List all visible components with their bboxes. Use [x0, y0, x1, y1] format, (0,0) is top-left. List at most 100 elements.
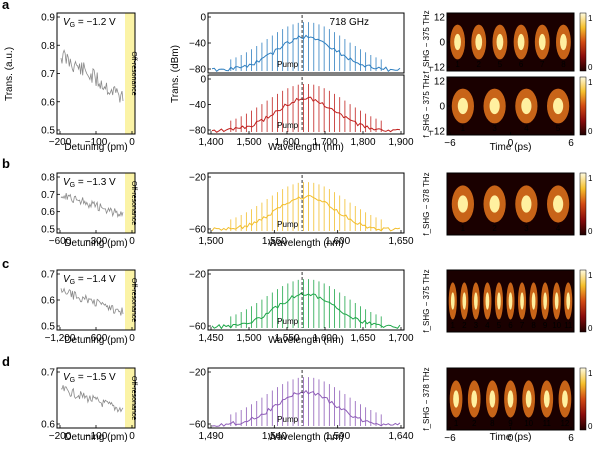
sfrog-pulse-core: [457, 195, 468, 213]
sfrog-pulse-core: [543, 390, 550, 408]
pulse-index-label: 3: [524, 224, 529, 233]
detuning-trace: [60, 193, 124, 219]
x-tick-label: 0: [129, 236, 135, 247]
y-tick-label: 0.8: [41, 173, 55, 184]
sfrog-pulse-core: [496, 33, 504, 51]
y-tick-label: 0.5: [41, 225, 55, 236]
x-tick-label: −300: [85, 236, 108, 247]
x-tick-label: 1,550: [274, 333, 299, 344]
y-tick-label: 0.7: [41, 368, 55, 379]
panel-letter: d: [2, 354, 10, 369]
off-resonance-band: [125, 173, 135, 233]
y-tick-label: 0: [200, 75, 206, 86]
off-resonance-band: [125, 13, 135, 134]
plot-frame: [446, 172, 575, 236]
off-resonance-label: Off-resonance: [130, 376, 137, 420]
detuning-trace: [60, 385, 124, 413]
sfrog-pulse-core: [553, 195, 564, 213]
plot-frame: [446, 269, 575, 333]
panel-row-a: a Off-resonance VG = −1.2 V 0.9 0.8 0.7 0.6 0.5…: [2, 0, 593, 153]
spectrum-plot: Pump 0 −40 −80 718 GHz: [189, 12, 405, 76]
time-x-axis-label: Time (ps): [490, 432, 532, 443]
y-tick-label: 0.5: [41, 126, 55, 137]
x-tick-label: 1,650: [350, 333, 375, 344]
x-tick-label: 1,490: [198, 431, 223, 442]
x-tick-label: 1,550: [262, 236, 287, 247]
x-tick-label: 1,600: [274, 137, 299, 148]
pulse-index-label: 10: [524, 419, 533, 428]
detuning-x-axis-label: Detuning (pm): [64, 142, 127, 153]
gate-voltage-symbol: V: [63, 17, 71, 28]
pulse-index-label: 1: [451, 321, 456, 330]
x-tick-label: −6: [444, 433, 456, 444]
pulse-index-label: 5: [556, 124, 561, 133]
dbm-y-axis-label: Trans. (dBm): [170, 45, 181, 103]
y-tick-label: 0.6: [41, 420, 55, 431]
y-tick-label: −12: [428, 127, 445, 138]
colorbar: [579, 76, 587, 136]
sfrog-y-axis-label: f_SHG − 378 THz: [422, 367, 431, 430]
pulse-index-label: 4: [485, 321, 490, 330]
pulse-index-label: 1: [461, 124, 466, 133]
pulse-index-label: 7: [520, 321, 525, 330]
colorbar-tick-label: 0: [588, 127, 593, 136]
plot-frame: [207, 172, 405, 234]
sfrog-y-axis-label: f_SHG − 375 THz: [422, 74, 431, 137]
x-tick-label: 1,900: [388, 137, 413, 148]
x-tick-label: −200: [49, 431, 72, 442]
panel-letter: c: [2, 256, 9, 271]
x-tick-label: 1,500: [198, 236, 223, 247]
sfrog-pulse-core: [489, 97, 500, 115]
fsr-label: 718 GHz: [330, 17, 369, 28]
pulse-index-label: 9: [508, 419, 513, 428]
pulse-index-label: 10: [552, 321, 561, 330]
colorbar-tick-label: 1: [588, 271, 593, 280]
y-tick-label: 0.7: [41, 69, 55, 80]
colorbar: [579, 367, 587, 431]
sfrog-y-axis-label: f_SHG − 375 THz: [422, 10, 431, 73]
spectrum-trace: [211, 194, 401, 232]
wavelength-x-axis-label: Wavelength (nm): [268, 432, 344, 443]
spectrum-plot: Pump −20 −601,450 1,500 1,550 1,600 1,650 1,700…: [189, 269, 414, 346]
x-tick-label: 1,590: [325, 431, 350, 442]
detuning-plot: Off-resonance VG = −1.4 V 0.7 0.6 0.5−1,200−…: [41, 269, 137, 346]
colorbar-tick-label: 0: [588, 63, 593, 72]
pulse-index-label: 5: [498, 60, 503, 69]
x-tick-label: 1,800: [350, 137, 375, 148]
y-tick-label: −12: [428, 63, 445, 74]
trans-y-axis-label: Trans. (a.u.): [4, 47, 15, 101]
x-tick-label: 0: [508, 138, 514, 149]
y-tick-label: 0.8: [41, 41, 55, 52]
x-tick-label: −200: [49, 137, 72, 148]
pump-label: Pump: [277, 60, 298, 69]
sfrog-pulse-core: [554, 292, 559, 310]
spectrum-plot: Pump 0 −40 −801,400 1,500 1,600 1,700 1,800 1,90…: [189, 74, 414, 153]
plot-frame: [56, 12, 136, 135]
x-tick-label: −6: [444, 138, 456, 149]
sfrog-pulse-core: [454, 33, 461, 51]
off-resonance-label: Off-resonance: [130, 51, 137, 95]
pulse-index-label: 4: [524, 124, 529, 133]
x-tick-label: 1,700: [388, 333, 413, 344]
pulse-index-label: 8: [561, 60, 566, 69]
x-tick-label: 1,450: [198, 333, 223, 344]
y-tick-label: −20: [189, 173, 206, 184]
x-tick-label: −100: [85, 137, 108, 148]
detuning-x-axis-label: Detuning (pm): [64, 238, 127, 249]
pulse-index-label: 3: [492, 124, 497, 133]
x-tick-label: 0: [508, 433, 514, 444]
colorbar-tick-label: 0: [588, 227, 593, 236]
x-tick-label: −100: [85, 431, 108, 442]
sfrog-pulse-core: [521, 97, 532, 115]
pulse-index-label: 1: [454, 419, 459, 428]
plot-frame: [207, 269, 405, 331]
sfrog-pulse-core: [474, 292, 478, 310]
y-tick-label: 12: [434, 13, 446, 24]
y-tick-label: 0.6: [41, 97, 55, 108]
x-tick-label: 1,400: [198, 137, 223, 148]
x-tick-label: 1,600: [325, 236, 350, 247]
sfrog-pulse-core: [543, 292, 547, 310]
y-tick-label: −40: [189, 39, 206, 50]
pulse-index-label: 3: [474, 321, 479, 330]
